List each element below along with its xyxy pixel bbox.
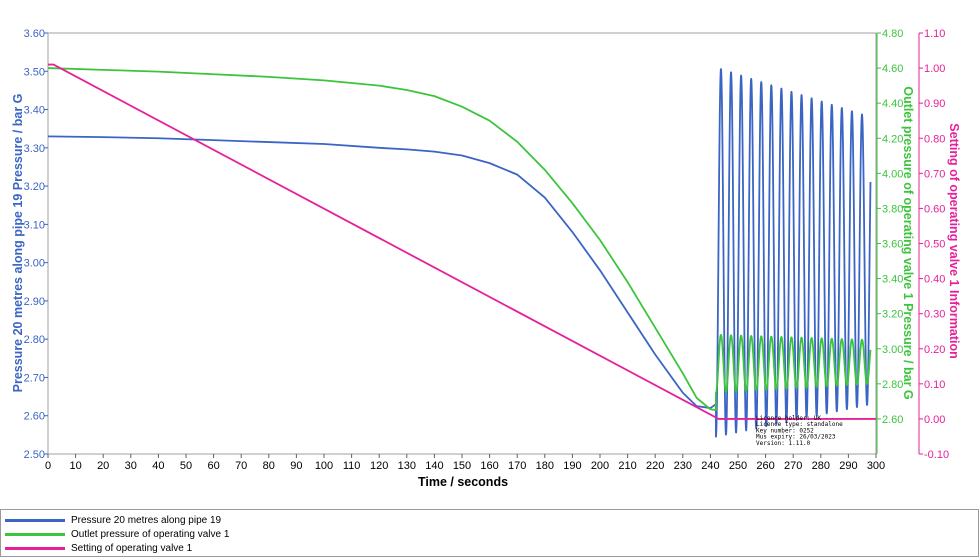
- right-y-axis-2-tick-label: 1.10: [924, 28, 945, 40]
- right-y-axis-1-tick-label: 4.20: [882, 133, 903, 145]
- x-tick-label: 210: [618, 460, 636, 472]
- x-tick-label: 30: [125, 460, 137, 472]
- right-y-axis-1-tick-label: 2.80: [882, 379, 903, 391]
- left-y-tick-label: 2.60: [24, 411, 45, 423]
- legend-item-valve-setting: Setting of operating valve 1: [5, 541, 192, 555]
- x-tick-label: 20: [97, 460, 109, 472]
- x-tick-label: 50: [180, 460, 192, 472]
- right-y-axis-2-tick-label: 0.10: [924, 379, 945, 391]
- license-line: Licence holder: UK: [756, 415, 821, 422]
- legend-swatch-magenta: [5, 546, 65, 550]
- x-tick-label: 120: [370, 460, 388, 472]
- right-y-axis-2-tick-label: 0.00: [924, 414, 945, 426]
- x-tick-label: 110: [343, 460, 361, 472]
- right-y-axis-1-tick-label: 3.00: [882, 344, 903, 356]
- right-y-axis-2-tick-label: 0.60: [924, 203, 945, 215]
- right-y-axis-1-tick-label: 4.00: [882, 168, 903, 180]
- x-tick-label: 60: [207, 460, 219, 472]
- x-tick-label: 100: [315, 460, 333, 472]
- x-tick-label: 280: [812, 460, 830, 472]
- left-y-tick-label: 3.20: [24, 181, 45, 193]
- x-tick-label: 160: [480, 460, 498, 472]
- right-y-axis-2-tick-label: -0.10: [924, 449, 949, 461]
- license-line: Licence type: standalone: [756, 421, 843, 428]
- left-y-tick-label: 3.60: [24, 28, 45, 40]
- right-y-axis-1-tick-label: 3.80: [882, 203, 903, 215]
- legend-swatch-green: [5, 532, 65, 536]
- x-tick-label: 260: [756, 460, 774, 472]
- right-y-axis-1-tick-label: 2.60: [882, 414, 903, 426]
- x-tick-label: 180: [536, 460, 554, 472]
- x-tick-label: 0: [45, 460, 51, 472]
- x-tick-label: 200: [591, 460, 609, 472]
- x-tick-label: 290: [839, 460, 857, 472]
- right-y-axis-2-tick-label: 0.40: [924, 274, 945, 286]
- series-line-3: [48, 63, 876, 420]
- right-y-axis-1-title: Outlet pressure of operating valve 1 Pre…: [901, 86, 915, 399]
- license-line: Mus expiry: 26/03/2023: [756, 434, 836, 441]
- right-y-axis-2-tick-label: 0.90: [924, 98, 945, 110]
- chart-canvas: 0 10 20 30 40 50 60 70 80 90 100 110 120 130 140 150 160…: [11, 28, 961, 489]
- x-axis-title: Time / seconds: [418, 475, 508, 489]
- x-tick-label: 80: [263, 460, 275, 472]
- right-y-axis-2-tick-label: 0.70: [924, 168, 945, 180]
- x-tick-label: 150: [453, 460, 471, 472]
- series-line-1: [47, 68, 872, 438]
- x-tick-label: 40: [152, 460, 164, 472]
- left-y-tick-label: 3.40: [24, 105, 45, 117]
- legend-item-pressure-pipe-19: Pressure 20 metres along pipe 19: [5, 513, 221, 527]
- left-y-tick-label: 2.80: [24, 334, 45, 346]
- left-y-tick-label: 2.50: [24, 449, 45, 461]
- right-y-axis-1-tick-label: 3.40: [882, 274, 903, 286]
- left-y-tick-label: 3.30: [24, 143, 45, 155]
- left-y-tick-label: 3.50: [24, 66, 45, 78]
- legend-label: Outlet pressure of operating valve 1: [71, 528, 230, 540]
- legend-swatch-blue: [5, 518, 65, 522]
- right-y-axis-2-title: Setting of operating valve 1 Information: [947, 123, 961, 358]
- x-tick-label: 130: [398, 460, 416, 472]
- right-y-axis-1-tick-label: 3.60: [882, 239, 903, 251]
- right-y-axis-1-tick-label: 4.80: [882, 28, 903, 40]
- license-line: Key number: 0252: [756, 427, 814, 434]
- left-y-axis-title: Pressure 20 metres along pipe 19 Pressur…: [11, 94, 25, 393]
- left-y-tick-label: 2.90: [24, 296, 45, 308]
- x-tick-label: 230: [674, 460, 692, 472]
- left-y-tick-label: 3.00: [24, 258, 45, 270]
- license-line: Version: 1.11.0: [756, 440, 811, 447]
- x-tick-label: 270: [784, 460, 802, 472]
- right-y-axis-2-tick-label: 0.80: [924, 133, 945, 145]
- right-y-axis-2-tick-label: 0.20: [924, 344, 945, 356]
- x-tick-label: 190: [563, 460, 581, 472]
- right-y-axis-1-tick-label: 4.40: [882, 98, 903, 110]
- legend-label: Pressure 20 metres along pipe 19: [71, 514, 222, 526]
- x-tick-label: 220: [646, 460, 664, 472]
- legend: Pressure 20 metres along pipe 19 Outlet …: [0, 509, 979, 557]
- x-tick-label: 250: [729, 460, 747, 472]
- x-tick-label: 140: [425, 460, 443, 472]
- x-tick-label: 170: [508, 460, 526, 472]
- right-y-axis-1-tick-label: 3.20: [882, 309, 903, 321]
- series-line-2: [47, 67, 872, 412]
- x-tick-label: 90: [290, 460, 302, 472]
- right-y-axis-1-tick-label: 4.60: [882, 63, 903, 75]
- x-tick-label: 10: [69, 460, 81, 472]
- x-tick-label: 240: [701, 460, 719, 472]
- legend-label: Setting of operating valve 1: [71, 542, 193, 554]
- right-y-axis-2-tick-label: 0.50: [924, 239, 945, 251]
- x-tick-label: 300: [867, 460, 885, 472]
- x-tick-label: 70: [235, 460, 247, 472]
- right-y-axis-2-tick-label: 1.00: [924, 63, 945, 75]
- left-y-tick-label: 3.10: [24, 219, 45, 231]
- legend-item-outlet-pressure: Outlet pressure of operating valve 1: [5, 527, 229, 541]
- right-y-axis-2-tick-label: 0.30: [924, 309, 945, 321]
- left-y-tick-label: 2.70: [24, 372, 45, 384]
